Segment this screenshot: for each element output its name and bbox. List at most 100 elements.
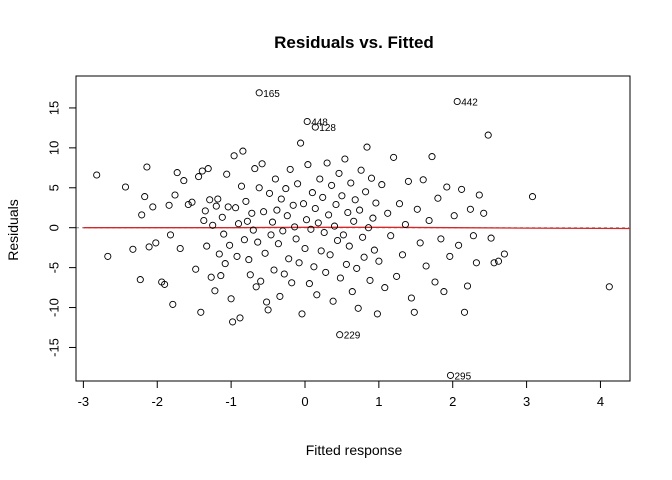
data-point xyxy=(347,179,355,187)
data-point xyxy=(370,246,378,254)
y-tick-label: -10 xyxy=(47,298,62,317)
data-point xyxy=(322,268,330,276)
data-point xyxy=(469,232,477,240)
x-tick-label: 3 xyxy=(523,394,530,409)
data-point xyxy=(214,195,222,203)
data-point xyxy=(270,266,278,274)
data-point xyxy=(484,131,492,139)
data-point xyxy=(221,260,229,268)
data-point xyxy=(171,191,179,199)
data-point xyxy=(367,174,376,182)
data-point xyxy=(369,214,377,222)
data-point xyxy=(246,271,254,279)
data-point xyxy=(136,276,144,284)
data-point xyxy=(188,198,196,206)
data-point xyxy=(301,244,309,253)
data-point xyxy=(203,242,211,250)
data-point xyxy=(285,255,293,263)
data-point xyxy=(239,147,247,155)
data-point xyxy=(336,274,344,282)
data-point xyxy=(261,249,269,257)
data-point xyxy=(260,208,268,216)
data-point xyxy=(230,152,238,160)
data-point xyxy=(138,211,146,219)
data-point xyxy=(401,220,409,229)
x-tick-label: 4 xyxy=(597,394,604,409)
data-point xyxy=(206,196,214,204)
data-point xyxy=(149,203,157,211)
data-point xyxy=(395,200,404,208)
data-point xyxy=(443,183,451,191)
data-point xyxy=(207,273,215,281)
data-point xyxy=(605,283,613,291)
data-point xyxy=(192,265,200,273)
data-point xyxy=(366,276,374,284)
data-point xyxy=(487,234,495,242)
data-point xyxy=(245,256,253,264)
data-point xyxy=(286,165,294,173)
data-point xyxy=(463,282,472,290)
data-point xyxy=(440,288,448,296)
data-point xyxy=(351,196,359,204)
outlier-point xyxy=(255,89,263,97)
data-point xyxy=(384,209,392,217)
data-point xyxy=(271,175,279,183)
data-point xyxy=(472,259,480,267)
outlier-point-label: 128 xyxy=(319,123,336,134)
data-point xyxy=(152,239,160,247)
data-point xyxy=(375,257,383,265)
y-tick-label: -15 xyxy=(47,338,62,357)
data-point xyxy=(288,279,296,287)
outlier-point-label: 295 xyxy=(455,371,472,382)
data-point xyxy=(277,195,285,203)
data-point xyxy=(378,181,386,189)
data-point xyxy=(294,180,302,188)
data-point xyxy=(344,208,352,217)
data-point xyxy=(232,204,240,212)
data-point xyxy=(257,277,265,285)
data-point xyxy=(353,264,361,272)
data-point xyxy=(204,165,212,173)
data-point xyxy=(291,223,299,231)
data-point xyxy=(425,216,433,225)
data-point xyxy=(229,318,237,326)
data-point xyxy=(354,304,362,312)
data-point xyxy=(161,280,169,288)
data-point xyxy=(348,288,356,296)
data-point xyxy=(342,260,350,268)
data-point xyxy=(360,253,368,261)
data-point xyxy=(373,310,381,318)
outlier-point-label: 448 xyxy=(311,118,328,129)
data-point xyxy=(326,251,334,259)
x-axis-label: Fitted response xyxy=(306,442,403,458)
data-point xyxy=(248,209,256,217)
data-point xyxy=(242,197,250,205)
data-point xyxy=(169,300,177,308)
data-point xyxy=(302,216,311,224)
x-tick-label: -1 xyxy=(225,394,237,409)
data-point xyxy=(273,206,281,214)
data-point xyxy=(381,284,389,292)
data-point xyxy=(274,240,282,248)
outlier-point-label: 442 xyxy=(461,98,478,109)
data-point xyxy=(341,155,349,163)
outlier-point xyxy=(453,97,461,106)
data-point xyxy=(227,295,235,303)
data-point xyxy=(223,170,231,178)
data-point xyxy=(198,167,206,175)
y-tick-label: 0 xyxy=(47,224,62,231)
data-point xyxy=(313,291,321,299)
data-point xyxy=(338,192,346,200)
data-point xyxy=(446,252,454,260)
outlier-point xyxy=(303,117,311,126)
data-point xyxy=(299,200,308,208)
y-axis-label: Residuals xyxy=(5,199,21,260)
data-point xyxy=(200,216,208,225)
data-point xyxy=(251,165,259,173)
data-point xyxy=(180,177,188,185)
data-point xyxy=(280,270,288,278)
x-tick-label: 1 xyxy=(375,394,382,409)
data-point xyxy=(201,207,209,215)
data-point xyxy=(310,263,318,271)
